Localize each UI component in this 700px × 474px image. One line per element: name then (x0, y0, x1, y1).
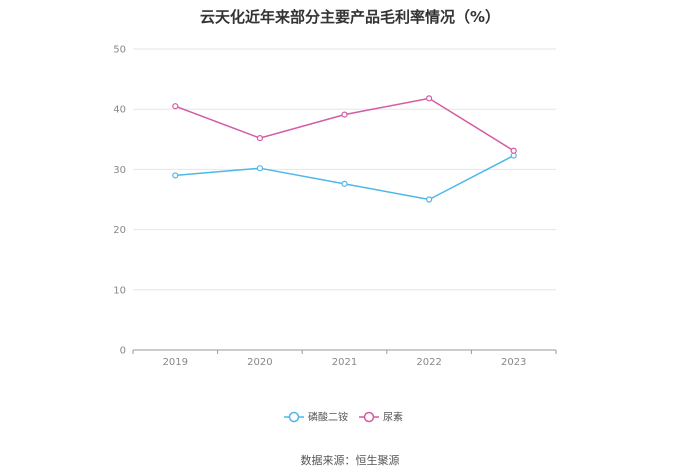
series-line-2 (175, 97, 515, 152)
data-point[interactable] (341, 111, 348, 118)
axes: 0 10 20 30 40 50 2019 2020 2021 2022 2023 (113, 45, 557, 368)
y-tick-label: 40 (113, 105, 126, 116)
legend-item[interactable]: 尿素 (359, 411, 403, 424)
y-tick-label: 30 (113, 165, 126, 176)
legend-label: 磷酸二铵 (308, 411, 348, 424)
legend-label: 尿素 (383, 411, 403, 424)
y-tick-label: 20 (113, 225, 126, 236)
x-tick-label: 2023 (501, 357, 526, 368)
legend-marker-icon (288, 411, 300, 423)
legend-item[interactable]: 磷酸二铵 (284, 411, 348, 424)
series-line-1 (175, 154, 515, 201)
x-tick-label: 2022 (416, 357, 441, 368)
data-point[interactable] (426, 196, 433, 203)
legend: 磷酸二铵 尿素 (284, 411, 403, 424)
x-tick-label: 2019 (163, 357, 188, 368)
x-tick-label: 2021 (332, 357, 357, 368)
y-tick-label: 50 (113, 45, 126, 56)
data-point[interactable] (341, 180, 348, 187)
data-point[interactable] (172, 103, 179, 110)
y-tick-label: 0 (120, 346, 126, 357)
chart-title: 云天化近年来部分主要产品毛利率情况（%） (199, 8, 501, 26)
data-point[interactable] (172, 172, 179, 179)
series-lines (172, 95, 517, 203)
data-source-note: 数据来源：恒生聚源 (300, 454, 400, 467)
legend-marker-icon (363, 411, 375, 423)
grid-lines (133, 48, 556, 291)
data-point[interactable] (256, 165, 263, 172)
y-tick-label: 10 (113, 285, 126, 296)
data-point[interactable] (510, 147, 517, 154)
x-tick-label: 2020 (247, 357, 272, 368)
data-point[interactable] (256, 134, 263, 142)
data-point[interactable] (426, 95, 433, 102)
